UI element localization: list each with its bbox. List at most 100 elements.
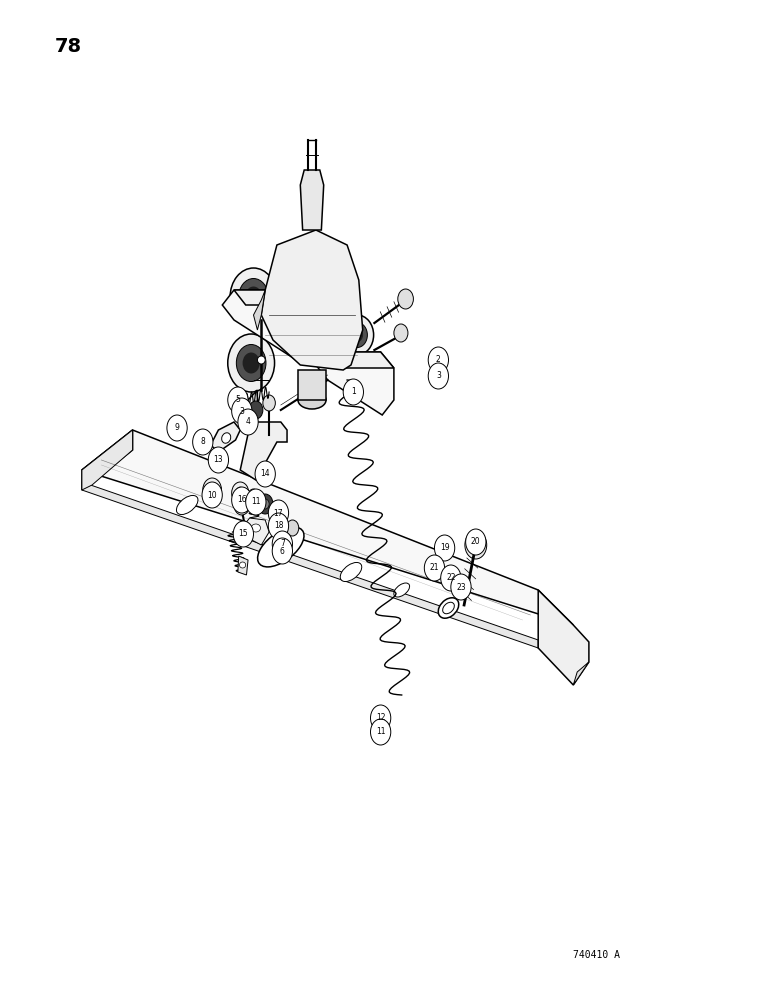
Circle shape bbox=[232, 482, 249, 504]
Polygon shape bbox=[300, 170, 324, 230]
Text: 7: 7 bbox=[280, 540, 285, 548]
Text: 11: 11 bbox=[251, 497, 261, 506]
Circle shape bbox=[234, 495, 250, 515]
Polygon shape bbox=[538, 590, 589, 685]
Text: 4: 4 bbox=[246, 418, 250, 426]
Text: 19: 19 bbox=[440, 544, 449, 552]
Ellipse shape bbox=[222, 433, 231, 443]
Text: 2: 2 bbox=[436, 356, 441, 364]
Circle shape bbox=[428, 363, 448, 389]
Circle shape bbox=[248, 489, 259, 503]
Circle shape bbox=[257, 494, 273, 514]
Circle shape bbox=[208, 447, 229, 473]
Ellipse shape bbox=[257, 356, 265, 364]
Ellipse shape bbox=[347, 322, 367, 348]
Circle shape bbox=[167, 415, 187, 441]
Circle shape bbox=[193, 429, 213, 455]
Circle shape bbox=[428, 347, 448, 373]
Circle shape bbox=[451, 574, 471, 600]
Polygon shape bbox=[82, 430, 133, 490]
Text: 13: 13 bbox=[214, 456, 223, 464]
Ellipse shape bbox=[239, 562, 246, 568]
Text: 23: 23 bbox=[456, 582, 466, 591]
Circle shape bbox=[274, 505, 282, 515]
Ellipse shape bbox=[239, 278, 268, 315]
Ellipse shape bbox=[443, 602, 454, 614]
Circle shape bbox=[272, 538, 292, 564]
Circle shape bbox=[263, 395, 275, 411]
Text: 11: 11 bbox=[376, 728, 385, 736]
Polygon shape bbox=[573, 662, 589, 685]
Circle shape bbox=[234, 395, 250, 415]
Polygon shape bbox=[82, 430, 573, 625]
Circle shape bbox=[246, 489, 266, 515]
Text: 10: 10 bbox=[207, 490, 217, 499]
Polygon shape bbox=[248, 390, 257, 434]
Circle shape bbox=[286, 520, 299, 536]
Circle shape bbox=[272, 531, 292, 557]
Ellipse shape bbox=[230, 268, 277, 326]
Text: 3: 3 bbox=[436, 371, 441, 380]
Circle shape bbox=[228, 387, 248, 413]
Circle shape bbox=[370, 719, 391, 745]
Text: 14: 14 bbox=[261, 470, 270, 479]
Polygon shape bbox=[234, 290, 308, 305]
Polygon shape bbox=[242, 518, 269, 545]
Text: 15: 15 bbox=[239, 530, 248, 538]
Circle shape bbox=[249, 401, 263, 419]
Text: 22: 22 bbox=[446, 574, 456, 582]
Polygon shape bbox=[82, 430, 133, 490]
Circle shape bbox=[278, 543, 284, 551]
Circle shape bbox=[233, 521, 254, 547]
Circle shape bbox=[203, 478, 222, 502]
Circle shape bbox=[465, 531, 487, 559]
Circle shape bbox=[343, 379, 363, 405]
Polygon shape bbox=[222, 290, 308, 360]
Ellipse shape bbox=[176, 495, 198, 515]
Circle shape bbox=[261, 499, 269, 509]
Circle shape bbox=[238, 400, 246, 410]
Circle shape bbox=[268, 500, 289, 526]
Circle shape bbox=[238, 409, 258, 435]
Text: 16: 16 bbox=[237, 495, 246, 504]
Text: 8: 8 bbox=[200, 438, 205, 446]
Ellipse shape bbox=[351, 328, 363, 342]
Ellipse shape bbox=[243, 353, 260, 373]
Text: 9: 9 bbox=[175, 424, 179, 432]
Ellipse shape bbox=[438, 598, 459, 618]
Text: 18: 18 bbox=[274, 522, 283, 530]
Polygon shape bbox=[211, 422, 240, 452]
Text: 21: 21 bbox=[430, 564, 439, 572]
Text: 78: 78 bbox=[55, 37, 82, 56]
Circle shape bbox=[232, 398, 252, 424]
Circle shape bbox=[232, 487, 252, 513]
Text: 20: 20 bbox=[471, 538, 480, 546]
Polygon shape bbox=[261, 230, 363, 370]
Circle shape bbox=[202, 482, 222, 508]
Circle shape bbox=[370, 705, 391, 731]
Circle shape bbox=[207, 483, 218, 497]
Text: 6: 6 bbox=[280, 546, 285, 556]
Circle shape bbox=[268, 513, 289, 539]
Text: 12: 12 bbox=[376, 714, 385, 722]
Ellipse shape bbox=[257, 527, 304, 567]
Ellipse shape bbox=[340, 562, 362, 582]
Text: 1: 1 bbox=[351, 387, 356, 396]
Text: 740410 A: 740410 A bbox=[573, 950, 620, 960]
Ellipse shape bbox=[298, 391, 326, 409]
Polygon shape bbox=[82, 482, 538, 648]
Text: 17: 17 bbox=[274, 508, 283, 518]
Ellipse shape bbox=[236, 344, 266, 381]
Circle shape bbox=[466, 529, 486, 555]
Polygon shape bbox=[328, 352, 394, 368]
Circle shape bbox=[236, 487, 245, 499]
Circle shape bbox=[255, 461, 275, 487]
Circle shape bbox=[274, 538, 288, 556]
Polygon shape bbox=[316, 352, 394, 415]
Text: 5: 5 bbox=[236, 395, 240, 404]
Text: 3: 3 bbox=[239, 406, 244, 416]
Polygon shape bbox=[298, 370, 326, 400]
Circle shape bbox=[394, 324, 408, 342]
Polygon shape bbox=[254, 290, 265, 330]
Ellipse shape bbox=[228, 334, 275, 392]
